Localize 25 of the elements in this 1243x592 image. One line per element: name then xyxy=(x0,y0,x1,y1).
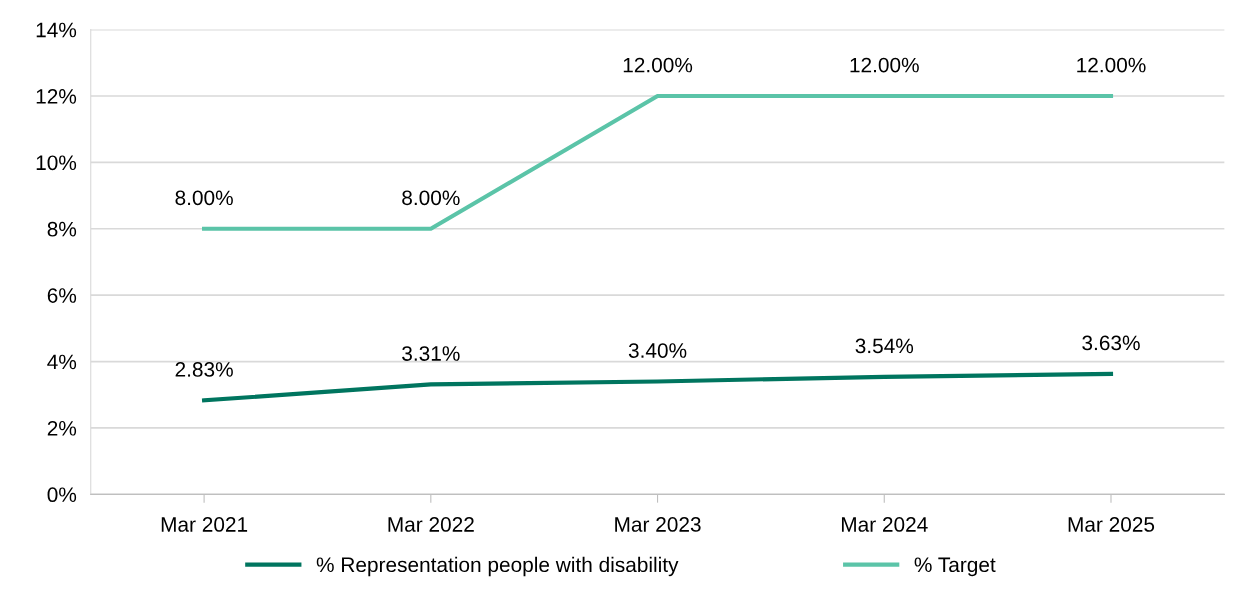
legend-label: % Target xyxy=(914,557,996,577)
x-tick-label: Mar 2025 xyxy=(1068,517,1155,532)
y-tick-label: 6% xyxy=(47,288,77,303)
data-label: 12.00% xyxy=(623,57,693,73)
legend-label: % Representation people with disability xyxy=(316,556,679,577)
x-tick-label: Mar 2024 xyxy=(841,517,928,532)
x-tick-label: Mar 2022 xyxy=(388,517,474,532)
data-label: 2.83% xyxy=(175,362,233,377)
y-tick-label: 2% xyxy=(47,420,77,436)
data-label: 3.31% xyxy=(402,346,460,361)
y-tick-label: 0% xyxy=(47,487,77,503)
data-label: 12.00% xyxy=(850,57,919,73)
y-tick-label: 12% xyxy=(36,88,77,104)
data-label: 8.00% xyxy=(175,190,233,206)
data-label: 3.63% xyxy=(1082,335,1140,351)
data-label: 8.00% xyxy=(402,190,460,206)
x-tick-label: Mar 2023 xyxy=(615,517,701,532)
data-label: 3.54% xyxy=(855,338,914,354)
y-tick-label: 14% xyxy=(36,22,77,38)
y-tick-label: 8% xyxy=(47,221,77,237)
y-tick-label: 4% xyxy=(47,354,77,370)
y-tick-label: 10% xyxy=(36,155,77,171)
data-label: 3.40% xyxy=(628,343,687,358)
x-tick-label: Mar 2021 xyxy=(161,517,248,532)
data-label: 12.00% xyxy=(1077,57,1146,73)
